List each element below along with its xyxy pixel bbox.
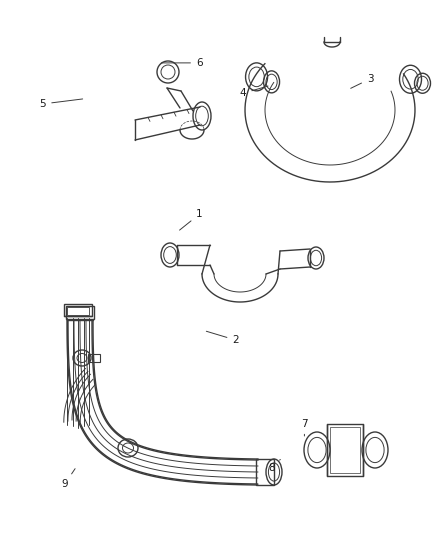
- Bar: [66, 306, 94, 319]
- Text: 6: 6: [161, 58, 203, 68]
- Bar: [330, 427, 360, 473]
- Bar: [256, 459, 274, 485]
- Text: 8: 8: [268, 459, 280, 473]
- Bar: [327, 424, 363, 476]
- Bar: [64, 304, 92, 316]
- Bar: [88, 354, 100, 362]
- Text: 1: 1: [180, 209, 203, 230]
- Text: 3: 3: [351, 74, 374, 88]
- Text: 2: 2: [206, 331, 239, 345]
- Text: 7: 7: [301, 419, 308, 436]
- Bar: [67, 307, 89, 315]
- Text: 5: 5: [39, 99, 83, 109]
- Text: 9: 9: [61, 469, 75, 489]
- Text: 4: 4: [240, 86, 268, 98]
